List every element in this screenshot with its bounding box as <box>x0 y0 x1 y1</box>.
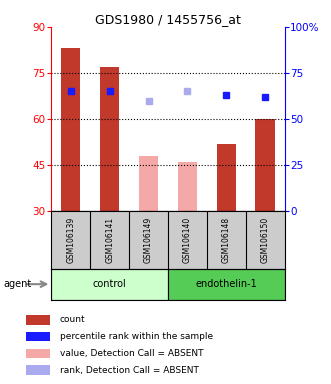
Bar <box>100 67 119 211</box>
Bar <box>256 119 275 211</box>
Bar <box>61 48 80 211</box>
Text: endothelin-1: endothelin-1 <box>195 279 257 289</box>
Text: rank, Detection Call = ABSENT: rank, Detection Call = ABSENT <box>60 366 199 375</box>
Bar <box>26 332 50 341</box>
Text: GSM106149: GSM106149 <box>144 217 153 263</box>
Text: percentile rank within the sample: percentile rank within the sample <box>60 332 213 341</box>
Bar <box>216 144 236 211</box>
Text: control: control <box>93 279 126 289</box>
Text: GSM106150: GSM106150 <box>261 217 270 263</box>
Text: count: count <box>60 315 85 324</box>
Text: GSM106141: GSM106141 <box>105 217 114 263</box>
Text: GSM106140: GSM106140 <box>183 217 192 263</box>
Text: GSM106139: GSM106139 <box>66 217 75 263</box>
Bar <box>168 269 285 300</box>
Bar <box>178 162 197 211</box>
Text: agent: agent <box>3 279 31 289</box>
Text: GSM106148: GSM106148 <box>222 217 231 263</box>
Bar <box>26 315 50 324</box>
Bar <box>51 269 168 300</box>
Title: GDS1980 / 1455756_at: GDS1980 / 1455756_at <box>95 13 241 26</box>
Text: value, Detection Call = ABSENT: value, Detection Call = ABSENT <box>60 349 203 358</box>
Bar <box>26 349 50 358</box>
Bar <box>26 366 50 375</box>
Bar <box>139 156 158 211</box>
